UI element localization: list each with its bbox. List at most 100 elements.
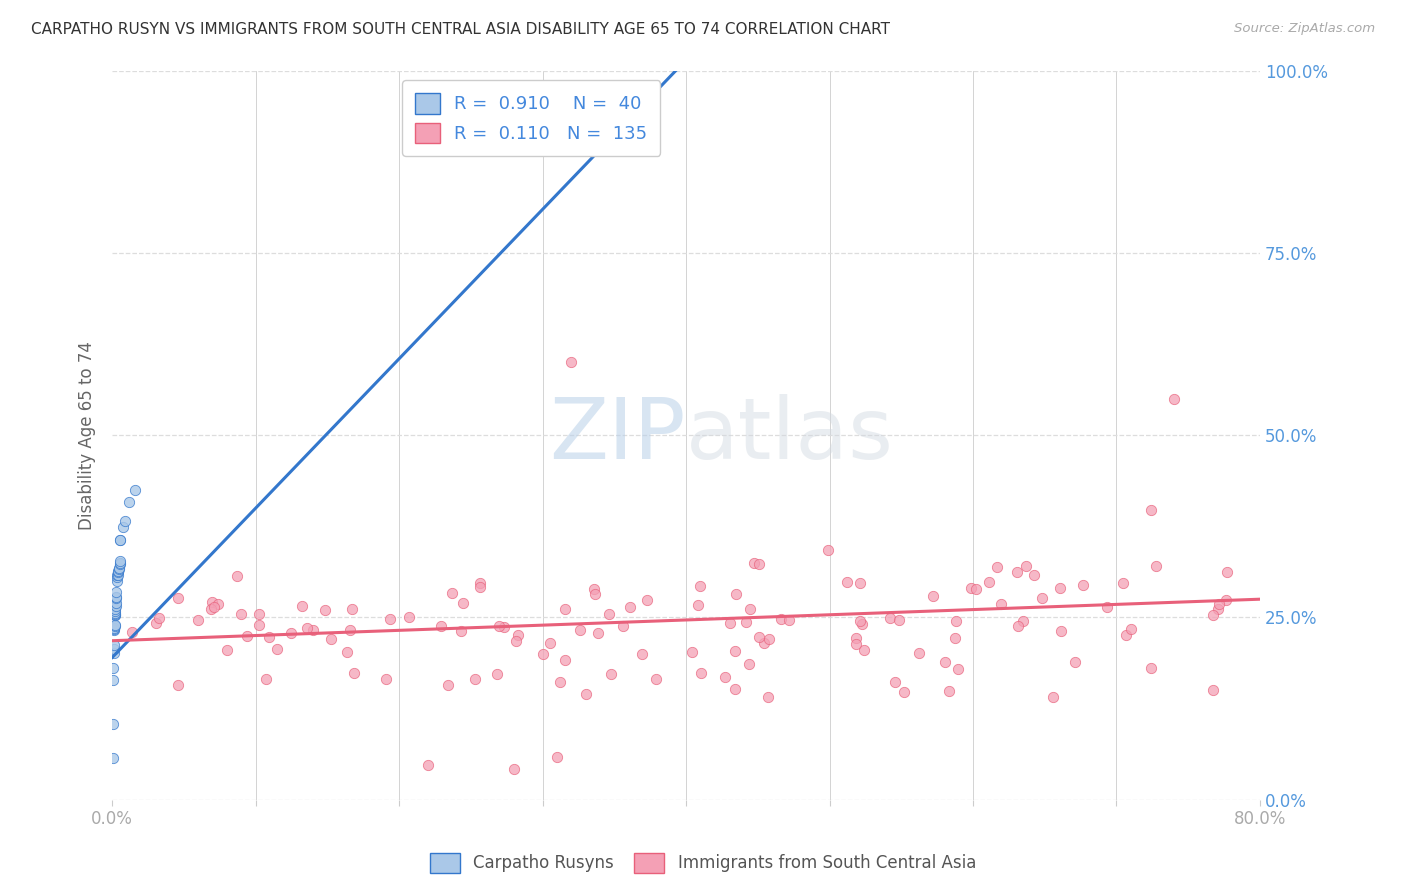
Point xyxy=(319,632,342,647)
Point xyxy=(1007,619,1029,633)
Point xyxy=(1095,599,1118,614)
Point xyxy=(200,602,222,616)
Point xyxy=(1115,628,1137,642)
Point xyxy=(374,672,396,686)
Point xyxy=(291,599,314,614)
Point xyxy=(103,621,125,635)
Point xyxy=(1216,565,1239,579)
Point xyxy=(990,597,1012,611)
Point xyxy=(114,514,136,528)
Point xyxy=(104,607,127,621)
Point xyxy=(104,602,127,616)
Point xyxy=(103,661,125,675)
Point xyxy=(108,557,131,571)
Point xyxy=(121,624,143,639)
Point xyxy=(568,623,591,637)
Point xyxy=(1215,593,1237,607)
Point xyxy=(1208,597,1230,611)
Point xyxy=(108,557,131,571)
Point xyxy=(883,675,905,690)
Point xyxy=(104,607,127,622)
Point xyxy=(583,587,606,601)
Point xyxy=(582,582,605,597)
Point xyxy=(494,620,516,634)
Point xyxy=(166,591,188,605)
Point xyxy=(735,615,758,629)
Point xyxy=(740,602,762,616)
Point xyxy=(108,533,131,548)
Point xyxy=(103,624,125,638)
Point xyxy=(845,631,868,645)
Point xyxy=(1206,602,1229,616)
Point xyxy=(104,619,127,633)
Point xyxy=(104,617,127,632)
Point xyxy=(748,558,770,572)
Point xyxy=(104,605,127,619)
Point xyxy=(436,677,458,691)
Point xyxy=(506,628,529,642)
Point xyxy=(598,607,620,621)
Point xyxy=(101,751,124,765)
Point xyxy=(849,614,872,628)
Point xyxy=(441,586,464,600)
Point xyxy=(690,665,713,680)
Point xyxy=(1121,622,1143,636)
Point xyxy=(619,599,641,614)
Point xyxy=(817,543,839,558)
Point xyxy=(229,607,252,622)
Point xyxy=(546,750,568,764)
Point xyxy=(922,589,945,603)
Point xyxy=(112,520,135,534)
Point xyxy=(758,632,780,647)
Point xyxy=(450,624,472,639)
Point xyxy=(1144,558,1167,573)
Point xyxy=(107,566,129,580)
Legend: Carpatho Rusyns, Immigrants from South Central Asia: Carpatho Rusyns, Immigrants from South C… xyxy=(423,847,983,880)
Point xyxy=(965,582,987,596)
Point xyxy=(769,612,792,626)
Point xyxy=(105,591,128,605)
Point xyxy=(103,622,125,636)
Point xyxy=(108,562,131,576)
Point xyxy=(107,564,129,578)
Point xyxy=(202,599,225,614)
Point xyxy=(207,597,229,611)
Point xyxy=(201,595,224,609)
Point xyxy=(851,616,873,631)
Point xyxy=(118,495,141,509)
Point xyxy=(1050,624,1073,638)
Point xyxy=(148,611,170,625)
Point xyxy=(503,762,526,776)
Point xyxy=(104,599,127,613)
Point xyxy=(837,574,859,589)
Point xyxy=(938,684,960,698)
Point xyxy=(470,576,492,591)
Point xyxy=(1111,575,1133,590)
Point xyxy=(538,636,561,650)
Point xyxy=(416,757,439,772)
Point xyxy=(336,645,359,659)
Point xyxy=(778,613,800,627)
Point xyxy=(247,607,270,622)
Point xyxy=(380,612,402,626)
Point xyxy=(314,603,336,617)
Point xyxy=(343,665,366,680)
Point xyxy=(738,657,761,671)
Point xyxy=(103,638,125,652)
Point xyxy=(724,681,747,696)
Point xyxy=(1031,591,1053,605)
Point xyxy=(960,581,983,595)
Point xyxy=(339,624,361,638)
Point xyxy=(1022,568,1045,582)
Point xyxy=(631,647,654,661)
Point xyxy=(297,621,319,635)
Point xyxy=(636,592,658,607)
Point xyxy=(887,613,910,627)
Point xyxy=(645,672,668,686)
Point xyxy=(103,642,125,657)
Point xyxy=(550,674,572,689)
Point xyxy=(505,634,527,648)
Point xyxy=(600,666,623,681)
Point xyxy=(977,574,1000,589)
Point xyxy=(852,643,875,657)
